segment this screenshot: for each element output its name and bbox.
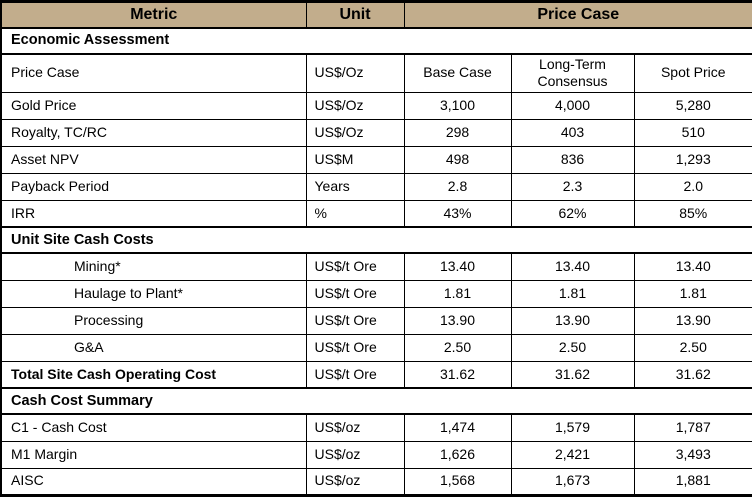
data-row-mining: Mining* US$/t Ore 13.40 13.40 13.40 <box>0 252 752 281</box>
value-cell: Long-Term Consensus <box>510 53 635 93</box>
value-cell: 13.40 <box>510 252 635 281</box>
value-cell: 2.50 <box>633 333 752 362</box>
header-metric: Metric <box>0 1 307 29</box>
header-price-case: Price Case <box>403 1 752 29</box>
value-cell: 2,421 <box>510 440 635 469</box>
metric-cell: IRR <box>0 199 307 228</box>
value-cell: 31.62 <box>633 360 752 389</box>
value-cell: 31.62 <box>403 360 512 389</box>
value-cell: 1.81 <box>633 279 752 308</box>
value-cell: 1,787 <box>633 413 752 442</box>
value-cell: 13.90 <box>403 306 512 335</box>
section-label: Unit Site Cash Costs <box>0 226 752 254</box>
data-row-g-a: G&A US$/t Ore 2.50 2.50 2.50 <box>0 333 752 362</box>
value-cell: 13.40 <box>403 252 512 281</box>
value-cell: 1.81 <box>403 279 512 308</box>
unit-cell: US$/t Ore <box>305 279 405 308</box>
data-row-total-site-cash-operating-cost: Total Site Cash Operating Cost US$/t Ore 3… <box>0 360 752 389</box>
value-cell: 62% <box>510 199 635 228</box>
unit-cell: US$/Oz <box>305 53 405 93</box>
data-row-c1-cash-cost: C1 - Cash Cost US$/oz 1,474 1,579 1,787 <box>0 413 752 442</box>
data-row-haulage-to-plant: Haulage to Plant* US$/t Ore 1.81 1.81 1.81 <box>0 279 752 308</box>
value-cell: 3,493 <box>633 440 752 469</box>
unit-cell: US$/Oz <box>305 118 405 147</box>
unit-cell: Years <box>305 172 405 201</box>
metric-cell: AISC <box>0 467 307 496</box>
metric-cell: Mining* <box>0 252 307 281</box>
metric-cell: Price Case <box>0 53 307 93</box>
value-cell: 298 <box>403 118 512 147</box>
data-row-aisc: AISC US$/oz 1,568 1,673 1,881 <box>0 467 752 496</box>
unit-cell: US$/oz <box>305 413 405 442</box>
value-cell: 1.81 <box>510 279 635 308</box>
unit-cell: US$/t Ore <box>305 306 405 335</box>
value-cell: 1,293 <box>633 145 752 174</box>
value-cell: 836 <box>510 145 635 174</box>
header-unit: Unit <box>305 1 405 29</box>
unit-cell: US$M <box>305 145 405 174</box>
value-cell: 13.90 <box>633 306 752 335</box>
data-row-irr: IRR% 43% 62% 85% <box>0 199 752 228</box>
value-cell: 4,000 <box>510 91 635 120</box>
data-row-gold-price: Gold Price US$/Oz 3,100 4,000 5,280 <box>0 91 752 120</box>
metric-cell: Royalty, TC/RC <box>0 118 307 147</box>
value-cell: 2.50 <box>510 333 635 362</box>
unit-cell: US$/t Ore <box>305 252 405 281</box>
value-cell: 3,100 <box>403 91 512 120</box>
value-cell: 1,474 <box>403 413 512 442</box>
section-row-economic-assessment: Economic Assessment <box>0 26 752 55</box>
data-row-payback-period: Payback Period Years 2.8 2.3 2.0 <box>0 172 752 201</box>
metric-cell: Processing <box>0 306 307 335</box>
unit-cell: % <box>305 199 405 228</box>
value-cell: 1,579 <box>510 413 635 442</box>
value-cell: 31.62 <box>510 360 635 389</box>
value-cell: 1,568 <box>403 467 512 496</box>
value-cell: 2.3 <box>510 172 635 201</box>
unit-cell: US$/Oz <box>305 91 405 120</box>
unit-cell: US$/oz <box>305 440 405 469</box>
data-row-asset-npv: Asset NPV US$M 498 836 1,293 <box>0 145 752 174</box>
metric-cell: Asset NPV <box>0 145 307 174</box>
data-row-processing: Processing US$/t Ore 13.90 13.90 13.90 <box>0 306 752 335</box>
section-label: Cash Cost Summary <box>0 387 752 415</box>
section-row-cash-cost-summary: Cash Cost Summary <box>0 387 752 415</box>
value-cell: 498 <box>403 145 512 174</box>
value-cell: 43% <box>403 199 512 228</box>
value-cell: 510 <box>633 118 752 147</box>
value-cell: 1,626 <box>403 440 512 469</box>
metric-cell: C1 - Cash Cost <box>0 413 307 442</box>
value-cell: 403 <box>510 118 635 147</box>
data-row-price-case: Price Case US$/Oz Base Case Long-Term Conse… <box>0 53 752 93</box>
value-cell: 13.40 <box>633 252 752 281</box>
section-label: Economic Assessment <box>0 26 752 55</box>
value-cell: 1,673 <box>510 467 635 496</box>
value-cell: 2.8 <box>403 172 512 201</box>
value-cell: 1,881 <box>633 467 752 496</box>
unit-cell: US$/oz <box>305 467 405 496</box>
value-cell: 13.90 <box>510 306 635 335</box>
section-row-unit-site-cash-costs: Unit Site Cash Costs <box>0 226 752 254</box>
value-cell: 85% <box>633 199 752 228</box>
metric-cell: G&A <box>0 333 307 362</box>
value-cell: 2.0 <box>633 172 752 201</box>
value-cell: 5,280 <box>633 91 752 120</box>
metric-cell: Gold Price <box>0 91 307 120</box>
metric-cell: Payback Period <box>0 172 307 201</box>
value-cell: Base Case <box>403 53 512 93</box>
unit-cell: US$/t Ore <box>305 360 405 389</box>
metric-cell: M1 Margin <box>0 440 307 469</box>
value-cell: Spot Price <box>633 53 752 93</box>
metric-cell: Total Site Cash Operating Cost <box>0 360 307 389</box>
header-row: Metric Unit Price Case <box>0 1 752 29</box>
metric-cell: Haulage to Plant* <box>0 279 307 308</box>
table-header: Metric Unit Price Case <box>0 1 752 29</box>
value-cell: 2.50 <box>403 333 512 362</box>
data-row-royalty-tc-rc: Royalty, TC/RC US$/Oz 298 403 510 <box>0 118 752 147</box>
data-row-m1-margin: M1 Margin US$/oz 1,626 2,421 3,493 <box>0 440 752 469</box>
table-body: Economic Assessment Price Case US$/Oz Base … <box>0 26 752 496</box>
unit-cell: US$/t Ore <box>305 333 405 362</box>
